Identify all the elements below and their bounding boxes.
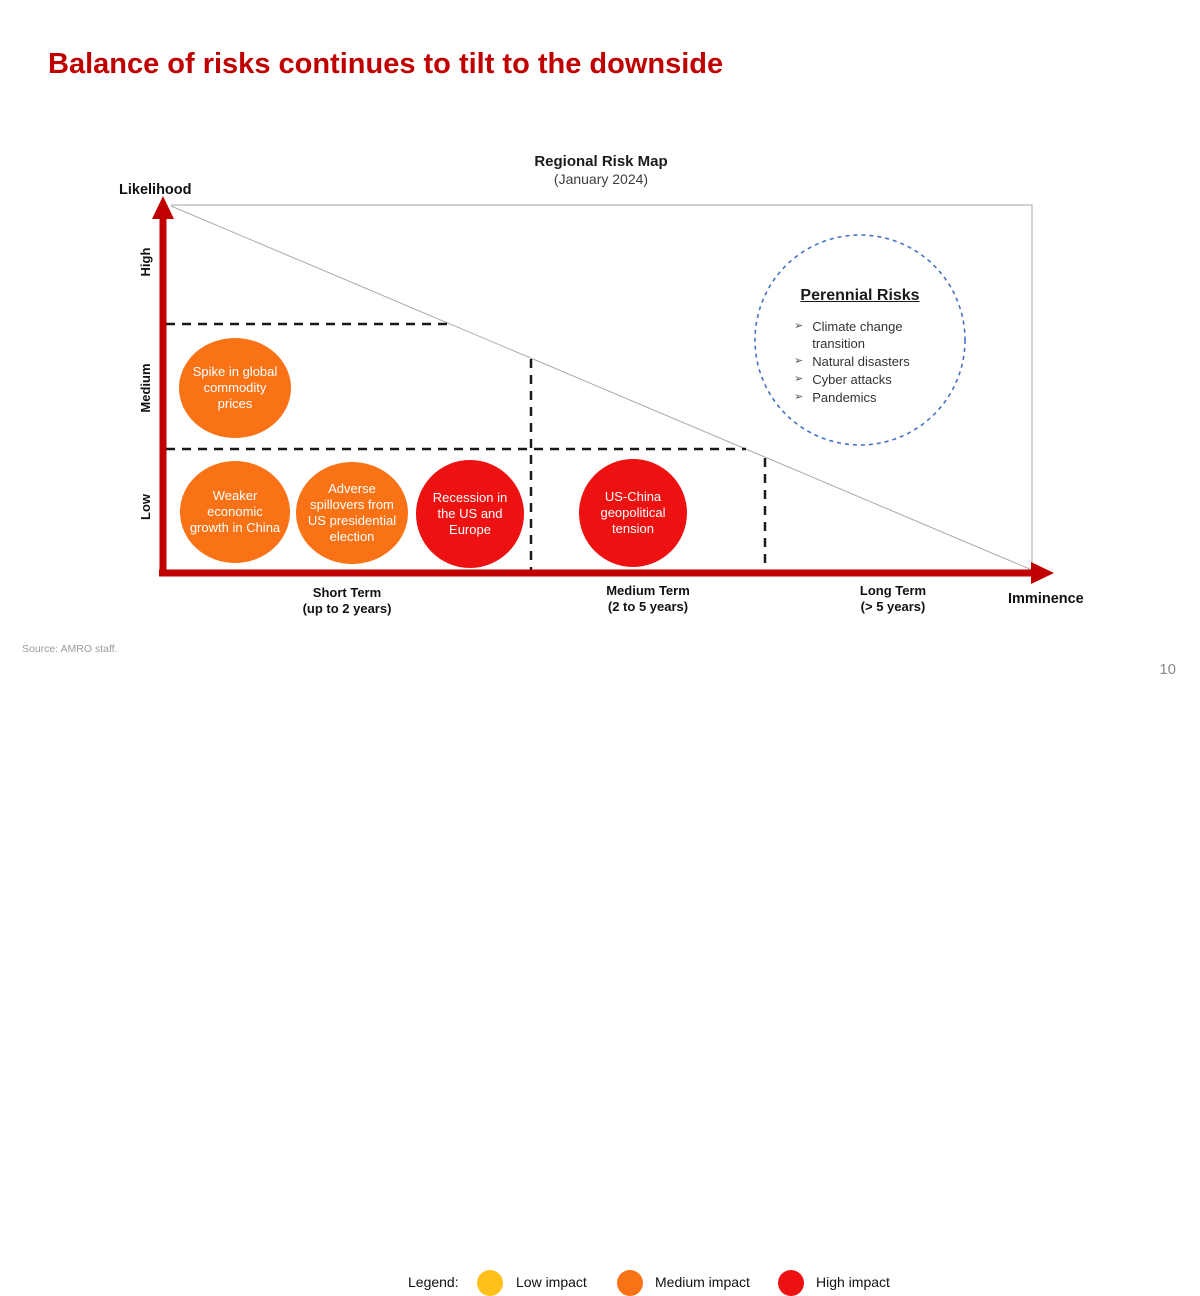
legend-item-low-impact: Low impact [516,1274,587,1290]
y-tick-medium: Medium [138,363,153,413]
perennial-risk-text: Natural disasters [812,354,910,369]
risk-bubble-text: Adverse spillovers from US presidential … [307,481,397,544]
legend: Legend: Low impact Medium impact High im… [0,634,1200,1296]
perennial-risk-item: ➢ Cyber attacks [794,371,944,388]
perennial-risk-text: Cyber attacks [812,372,892,387]
arrow-bullet-icon: ➢ [794,373,804,385]
x-tick-medium-term: Medium Term (2 to 5 years) [538,583,758,615]
chart-title: Regional Risk Map [534,153,668,170]
source-note: Source: AMRO staff. [22,643,118,655]
x-tick-short-term: Short Term (up to 2 years) [237,585,457,617]
perennial-risks-title: Perennial Risks [800,287,920,304]
perennial-risk-text: Climate change transition [812,319,903,351]
x-tick-long-term-line1: Long Term [859,583,927,598]
arrow-bullet-icon: ➢ [794,320,804,332]
low-impact-swatch-icon [477,1270,503,1296]
y-tick-high: High [138,247,153,277]
perennial-risks-circle [754,234,966,446]
x-tick-short-term-line1: Short Term [312,585,382,600]
perennial-risks-list: ➢ Climate change transition ➢ Natural di… [794,318,944,407]
arrow-bullet-icon: ➢ [794,355,804,367]
slide-title: Balance of risks continues to tilt to th… [48,48,724,80]
y-tick-low: Low [138,494,153,520]
risk-bubble-us-europe-recession: Recession in the US and Europe [416,460,524,568]
diagonal-line [170,205,1033,571]
chart-subtitle: (January 2024) [553,171,649,187]
perennial-risk-text: Pandemics [812,390,877,405]
risk-bubble-us-china-tension: US-China geopolitical tension [579,459,687,567]
x-tick-long-term-line2: (> 5 years) [860,599,926,614]
risk-bubble-text: Recession in the US and Europe [432,490,508,537]
arrow-bullet-icon: ➢ [794,391,804,403]
y-axis-label: Likelihood [119,182,192,198]
x-tick-short-term-line2: (up to 2 years) [302,601,392,616]
risk-bubble-text: Spike in global commodity prices [192,364,278,411]
y-axis-arrow-icon [152,196,174,219]
legend-item-high-impact: High impact [816,1274,890,1290]
perennial-risk-item: ➢ Pandemics [794,389,944,406]
plot-border [171,204,1033,570]
x-axis-arrow-icon [1031,562,1054,584]
risk-bubble-text: Weaker economic growth in China [189,488,281,535]
legend-label: Legend: [408,1274,459,1290]
perennial-risk-item: ➢ Climate change transition [794,318,944,352]
x-tick-medium-term-line1: Medium Term [606,583,690,598]
x-axis-label: Imminence [1008,591,1084,607]
page-number: 10 [1159,661,1176,678]
risk-bubble-us-election-spillovers: Adverse spillovers from US presidential … [296,462,408,564]
risk-map-canvas [152,196,1054,584]
high-impact-swatch-icon [778,1270,804,1296]
x-tick-long-term: Long Term (> 5 years) [783,583,1003,615]
risk-bubble-text: US-China geopolitical tension [600,489,666,536]
legend-item-medium-impact: Medium impact [655,1274,750,1290]
perennial-risk-item: ➢ Natural disasters [794,353,944,370]
medium-impact-swatch-icon [617,1270,643,1296]
risk-bubble-weaker-china-growth: Weaker economic growth in China [180,461,290,563]
slide: { "slide": { "title": "Balance of risks … [0,48,1200,1296]
risk-bubble-spike-commodity-prices: Spike in global commodity prices [179,338,291,438]
x-tick-medium-term-line2: (2 to 5 years) [607,599,689,614]
